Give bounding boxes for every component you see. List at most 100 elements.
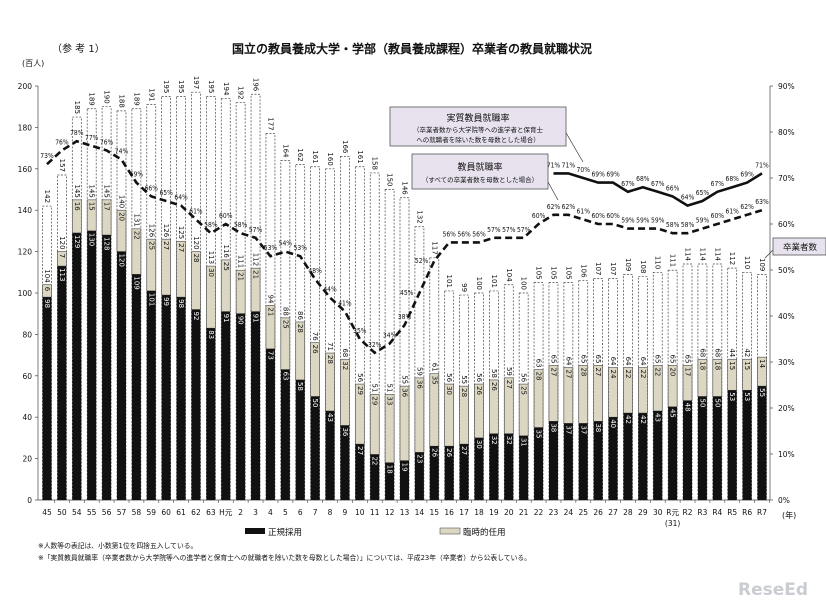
label-stack-total: 126 bbox=[162, 224, 170, 238]
bar-temporary bbox=[399, 385, 410, 461]
label-temporary: 20 bbox=[669, 367, 677, 376]
x-tick-label: R2 bbox=[683, 508, 693, 517]
label-graduates: 166 bbox=[341, 140, 349, 154]
bar-regular bbox=[519, 435, 529, 500]
annotation-actual-rate: 実質教員就職率 （卒業者数から大学院等への進学者と保育士 への就職者を除いた数を… bbox=[389, 106, 584, 163]
annotation-actual-rate-line1: （卒業者数から大学院等への進学者と保育士 bbox=[413, 125, 544, 134]
label-temporary: 15 bbox=[88, 202, 96, 211]
label-temporary: 26 bbox=[311, 345, 319, 354]
label-stack-total: 65 bbox=[594, 355, 602, 364]
label-stack-total: 125 bbox=[177, 226, 185, 239]
y-tick-label: 180 bbox=[18, 123, 33, 132]
x-tick-label: 5 bbox=[283, 508, 288, 517]
label-temporary: 20 bbox=[117, 212, 125, 221]
label-regular: 53 bbox=[743, 392, 751, 401]
label-graduates: 107 bbox=[609, 262, 617, 275]
bar-regular bbox=[102, 235, 112, 501]
label-stack-total: 65 bbox=[684, 355, 692, 364]
label-regular: 18 bbox=[386, 465, 394, 474]
bar-regular bbox=[191, 309, 201, 500]
line-rate-label: 56% bbox=[457, 230, 471, 238]
x-tick-label: 45 bbox=[42, 508, 52, 517]
y-tick-label: 200 bbox=[18, 82, 33, 91]
label-regular: 83 bbox=[207, 330, 215, 339]
x-tick-label: 10 bbox=[355, 508, 365, 517]
x-tick-label: 19 bbox=[489, 508, 499, 517]
label-stack-total: 61 bbox=[430, 363, 438, 372]
label-regular: 73 bbox=[266, 351, 274, 360]
label-stack-total: 64 bbox=[609, 357, 617, 366]
x-tick-label: R元 bbox=[666, 508, 679, 517]
label-graduates: 99 bbox=[460, 283, 468, 292]
label-regular: 45 bbox=[669, 409, 677, 418]
x-tick-label: 57 bbox=[117, 508, 127, 517]
label-stack-total: 64 bbox=[564, 357, 572, 366]
x-tick-label: 61 bbox=[176, 508, 186, 517]
bar-regular bbox=[489, 433, 499, 500]
annotation-rate: 教員就職率 （すべての卒業者数を母数とした場合） bbox=[411, 153, 559, 201]
bar-regular bbox=[757, 386, 767, 500]
line-rate-label: 56% bbox=[472, 230, 486, 238]
label-graduates: 195 bbox=[207, 80, 215, 93]
label-graduates: 100 bbox=[520, 277, 528, 290]
bar-regular bbox=[459, 444, 469, 500]
label-regular: 27 bbox=[356, 446, 364, 455]
x-tick-label: R6 bbox=[742, 508, 752, 517]
label-graduates: 105 bbox=[564, 266, 572, 279]
x-tick-label: 26 bbox=[593, 508, 603, 517]
label-temporary: 16 bbox=[73, 202, 81, 211]
line-actual-rate-label: 65% bbox=[696, 189, 710, 197]
bar-regular bbox=[742, 390, 752, 500]
x-tick-label: 24 bbox=[564, 508, 574, 517]
bar-temporary bbox=[414, 377, 425, 453]
x-tick-label: R5 bbox=[727, 508, 737, 517]
label-temporary: 28 bbox=[535, 372, 543, 381]
y-tick-label: 80 bbox=[22, 330, 32, 339]
label-stack-total: 120 bbox=[58, 236, 66, 249]
line-rate-label: 52% bbox=[415, 257, 429, 265]
label-regular: 55 bbox=[758, 388, 766, 397]
label-stack-total: 64 bbox=[624, 357, 632, 366]
label-regular: 99 bbox=[162, 297, 170, 306]
y-tick-label: 160 bbox=[18, 165, 33, 174]
label-temporary: 24 bbox=[609, 370, 617, 379]
x-tick-label: 4 bbox=[268, 508, 273, 517]
label-regular: 22 bbox=[371, 456, 379, 465]
line-actual-rate-label: 71% bbox=[562, 161, 576, 169]
watermark-logo: ReseEd bbox=[738, 580, 808, 600]
label-temporary: 27 bbox=[162, 241, 170, 250]
line-rate-label: 59% bbox=[621, 217, 635, 225]
label-graduates: 117 bbox=[430, 241, 438, 254]
line-actual-rate-label: 69% bbox=[740, 171, 754, 179]
bar-temporary bbox=[742, 358, 752, 391]
label-stack-total: 65 bbox=[579, 355, 587, 364]
label-regular: 43 bbox=[654, 413, 662, 422]
line-rate-label: 62% bbox=[562, 203, 576, 211]
label-regular: 98 bbox=[43, 299, 51, 308]
label-temporary: 28 bbox=[192, 254, 200, 263]
label-temporary: 28 bbox=[460, 388, 468, 397]
x-tick-label: 30 bbox=[653, 508, 663, 517]
x-tick-label: 8 bbox=[328, 508, 333, 517]
line-rate-label: 54% bbox=[279, 240, 293, 248]
line-actual-rate-label: 68% bbox=[726, 175, 740, 183]
label-temporary: 27 bbox=[549, 367, 557, 376]
bar-regular bbox=[87, 230, 97, 500]
label-stack-total: 56 bbox=[475, 373, 483, 382]
y2-tick-label: 90% bbox=[778, 82, 795, 91]
label-temporary: 25 bbox=[147, 241, 155, 250]
bar-regular bbox=[429, 446, 439, 500]
label-temporary: 36 bbox=[401, 388, 409, 397]
label-temporary: 25 bbox=[281, 320, 289, 329]
label-temporary: 22 bbox=[654, 367, 662, 376]
label-regular: 38 bbox=[549, 423, 557, 432]
label-stack-total: 65 bbox=[549, 355, 557, 364]
label-stack-total: 56 bbox=[520, 373, 528, 382]
label-temporary: 21 bbox=[237, 272, 245, 281]
label-graduates: 104 bbox=[505, 268, 513, 282]
label-regular: 30 bbox=[475, 440, 483, 449]
bar-regular bbox=[72, 232, 82, 500]
line-actual-rate bbox=[553, 172, 763, 208]
line-actual-rate-label: 71% bbox=[547, 161, 561, 169]
x-tick-label: 22 bbox=[534, 508, 544, 517]
